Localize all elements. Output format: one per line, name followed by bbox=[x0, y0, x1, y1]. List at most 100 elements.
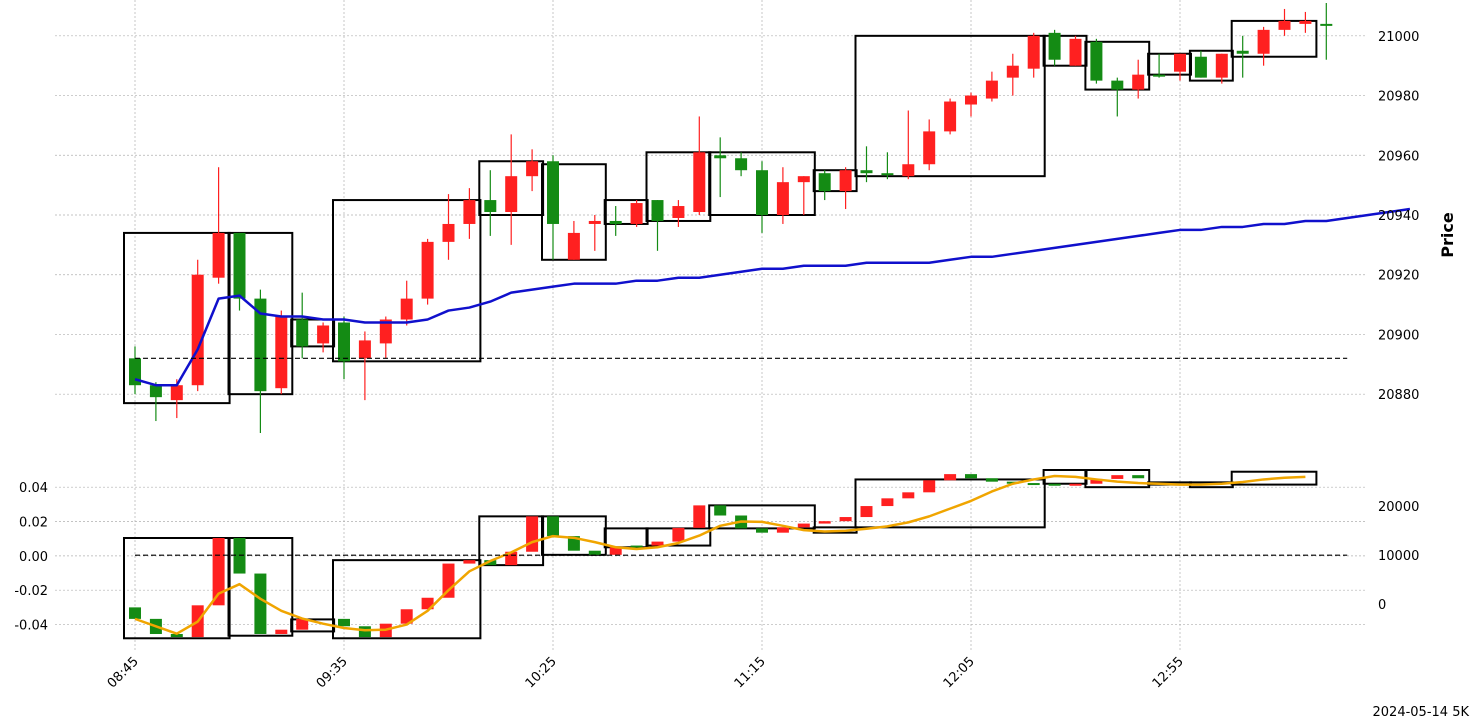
indicator-range-box bbox=[227, 537, 294, 637]
indicator-candle bbox=[881, 498, 894, 507]
indicator-range-box bbox=[1230, 470, 1318, 486]
indicator-candle bbox=[233, 538, 246, 574]
indicator-candle bbox=[818, 521, 831, 524]
candles bbox=[129, 2, 1333, 638]
chart-footer: 2024-05-14 5K bbox=[1373, 705, 1470, 720]
price-candle bbox=[421, 241, 434, 299]
time-tick-label: 10:25 bbox=[523, 654, 560, 691]
price-range-box bbox=[290, 318, 336, 348]
price-range-box bbox=[332, 199, 482, 363]
time-tick-label: 08:45 bbox=[105, 654, 142, 691]
indicator-range-box bbox=[478, 515, 545, 567]
price-tick-label: 21000 bbox=[1378, 30, 1419, 45]
indicator-right-tick-label: 20000 bbox=[1378, 500, 1419, 515]
price-candle bbox=[944, 101, 957, 132]
indicator-candle bbox=[296, 618, 309, 630]
indicator-candle bbox=[588, 550, 601, 555]
price-candle bbox=[818, 173, 831, 192]
price-tick-label: 20880 bbox=[1378, 388, 1419, 403]
price-candle bbox=[1111, 80, 1124, 90]
price-candle bbox=[254, 298, 267, 392]
price-candle bbox=[609, 220, 622, 224]
indicator-candle bbox=[714, 505, 727, 516]
indicator-candle bbox=[526, 516, 539, 552]
indicator-candle bbox=[902, 492, 915, 499]
indicator-candle bbox=[1048, 483, 1061, 486]
price-candle bbox=[1027, 35, 1040, 69]
indicator-candle bbox=[630, 545, 643, 548]
price-candle bbox=[756, 170, 768, 215]
price-candle bbox=[923, 131, 936, 165]
indicator-candle bbox=[338, 618, 350, 627]
price-candle bbox=[400, 298, 413, 320]
price-candle bbox=[1236, 50, 1249, 54]
price-candle bbox=[358, 340, 371, 359]
indicator-candle bbox=[756, 528, 768, 533]
price-candle bbox=[1069, 38, 1082, 66]
price-candle bbox=[985, 80, 998, 99]
price-candle bbox=[547, 161, 559, 224]
time-tick-label: 09:35 bbox=[314, 654, 351, 691]
price-range-box bbox=[603, 199, 649, 225]
indicator-candle bbox=[985, 478, 998, 482]
price-candle bbox=[191, 274, 204, 386]
indicator-candle bbox=[254, 573, 267, 634]
price-candle bbox=[1278, 20, 1291, 30]
indicator-candle bbox=[567, 536, 580, 551]
price-candle bbox=[630, 203, 643, 224]
indicator-candle bbox=[1090, 478, 1103, 484]
price-candle bbox=[1299, 20, 1312, 24]
price-candle bbox=[338, 322, 350, 362]
price-range-box bbox=[1042, 34, 1088, 67]
price-candle bbox=[505, 176, 518, 213]
indicator-candle bbox=[776, 527, 789, 533]
price-candle bbox=[1006, 65, 1019, 78]
price-candle bbox=[1153, 74, 1166, 77]
price-candle bbox=[839, 170, 852, 192]
indicator-left-tick-label: 0.04 bbox=[19, 481, 48, 496]
indicator-candle bbox=[442, 563, 455, 598]
indicator-candle bbox=[944, 474, 957, 481]
indicator-left-tick-label: -0.04 bbox=[14, 619, 48, 634]
price-candle bbox=[212, 232, 225, 278]
indicator-candle bbox=[1069, 483, 1082, 486]
price-candle bbox=[1174, 53, 1186, 72]
indicator-candle bbox=[797, 523, 810, 528]
price-candle bbox=[776, 182, 789, 215]
indicator-candle bbox=[547, 516, 559, 537]
indicator-candle bbox=[651, 541, 664, 546]
price-candle bbox=[233, 232, 246, 299]
price-range-box bbox=[812, 169, 858, 193]
indicator-candle bbox=[609, 547, 622, 555]
indicator-candle bbox=[1111, 475, 1124, 479]
indicator-right-tick-label: 0 bbox=[1378, 598, 1386, 613]
price-tick-label: 20960 bbox=[1378, 149, 1419, 164]
indicator-left-tick-label: 0.02 bbox=[19, 516, 48, 531]
indicator-range-box bbox=[603, 527, 649, 549]
indicator-candle bbox=[421, 597, 434, 610]
indicator-candle bbox=[1027, 483, 1040, 486]
price-candle bbox=[1132, 74, 1145, 90]
indicator-candle bbox=[860, 506, 873, 518]
price-candle bbox=[860, 170, 873, 174]
price-candle bbox=[1194, 56, 1207, 78]
time-tick-label: 12:55 bbox=[1150, 654, 1187, 691]
indicator-candle bbox=[672, 527, 685, 542]
price-candle bbox=[672, 206, 685, 218]
indicator-candle bbox=[129, 607, 141, 619]
price-tick-label: 20920 bbox=[1378, 269, 1419, 284]
price-candle bbox=[442, 223, 455, 242]
price-candle bbox=[463, 200, 476, 224]
price-candle bbox=[275, 316, 288, 389]
time-tick-label: 11:15 bbox=[732, 654, 769, 691]
price-candle bbox=[129, 358, 141, 386]
price-tick-label: 20900 bbox=[1378, 328, 1419, 343]
price-tick-label: 20940 bbox=[1378, 209, 1419, 224]
price-candle bbox=[588, 220, 601, 224]
indicator-candle bbox=[1132, 475, 1145, 479]
price-candle bbox=[714, 155, 727, 159]
indicator-candle bbox=[400, 609, 413, 624]
price-candle bbox=[149, 385, 162, 398]
price-candle bbox=[881, 173, 894, 176]
